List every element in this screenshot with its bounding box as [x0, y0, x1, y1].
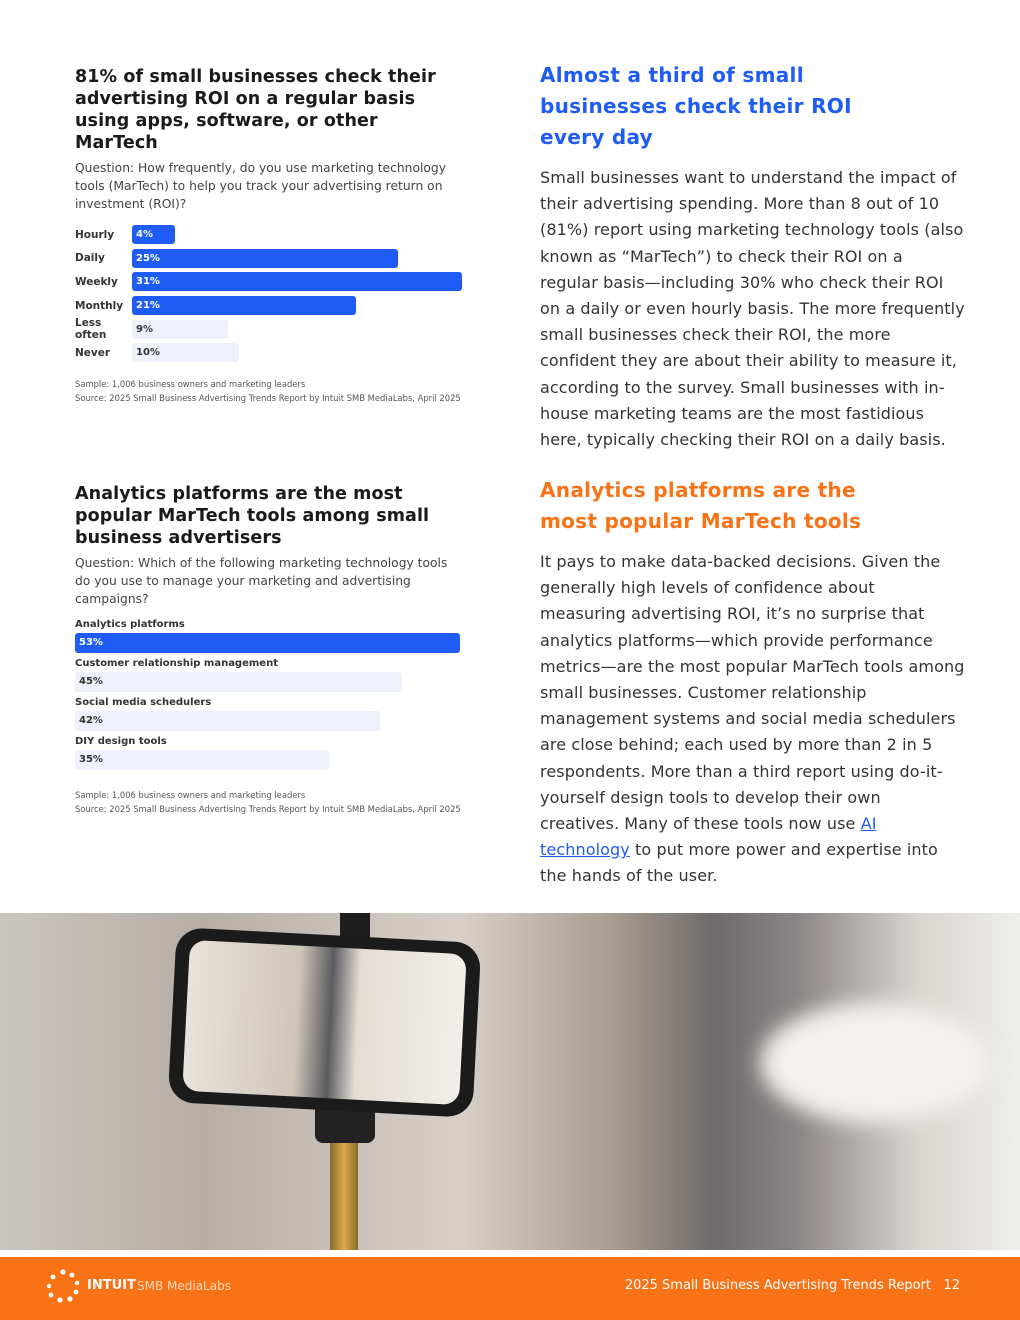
bar-row: Daily 25%: [75, 247, 465, 271]
bar: 31%: [132, 272, 463, 292]
chart-roi-frequency: 81% of small businesses check their adve…: [75, 66, 465, 405]
bar-category-label: Weekly: [75, 275, 118, 288]
bar: 35%: [75, 750, 330, 770]
bar-category-label: Customer relationship management: [75, 658, 278, 669]
section-heading: Analytics platforms are the most popular…: [540, 478, 862, 533]
body-text: to put more power and expertise into the…: [540, 840, 938, 886]
chart-source: Source: 2025 Small Business Advertising …: [75, 804, 461, 814]
bar-category-label: Daily: [75, 252, 105, 265]
bar: 4%: [132, 225, 175, 245]
bar-row: Hourly 4%: [75, 223, 465, 247]
bar-category-label: Less often: [75, 317, 107, 342]
chart-question: Question: How frequently, do you use mar…: [75, 161, 447, 211]
chart-martech-tools: Analytics platforms are the most popular…: [75, 483, 465, 816]
section-body: Small businesses want to understand the …: [540, 168, 965, 450]
body-text: It pays to make data-backed decisions. G…: [540, 552, 965, 834]
bar: 10%: [132, 343, 239, 363]
bar-row: Monthly 21%: [75, 294, 465, 318]
section-heading: Almost a third of small businesses check…: [540, 63, 852, 149]
bar: 53%: [75, 633, 461, 653]
bar-category-label: Analytics platforms: [75, 619, 185, 630]
bar-category-label: Social media schedulers: [75, 697, 212, 708]
bar-row: Social media schedulers 42%: [75, 694, 465, 731]
chart-question: Question: Which of the following marketi…: [75, 556, 448, 606]
bar-category-label: Never: [75, 346, 111, 359]
bar-list: Hourly 4% Daily 25% Weekly 31% Monthly 21% Less …: [75, 223, 465, 365]
intuit-logo-icon: [46, 1269, 80, 1303]
bar: 45%: [75, 672, 403, 692]
bar-category-label: Monthly: [75, 299, 124, 312]
section-body: It pays to make data-backed decisions. G…: [540, 549, 965, 890]
bar-row: Customer relationship management 45%: [75, 655, 465, 692]
page-footer: INTUIT SMB MediaLabs 2025 Small Business…: [0, 1257, 1020, 1320]
brand-name: INTUIT: [87, 1278, 136, 1293]
section-martech: Analytics platforms are the most popular…: [540, 475, 965, 890]
bar-row: Never 10%: [75, 341, 465, 365]
section-roi: Almost a third of small businesses check…: [540, 60, 965, 453]
bar-row: DIY design tools 35%: [75, 733, 465, 770]
chart-sample: Sample: 1,006 business owners and market…: [75, 790, 306, 800]
bar-row: Analytics platforms 53%: [75, 616, 465, 653]
bar: 9%: [132, 319, 228, 339]
phone-recording-photo: [0, 913, 1020, 1250]
bar-category-label: Hourly: [75, 228, 115, 241]
bar-row: Weekly 31%: [75, 270, 465, 294]
bar: 21%: [132, 296, 356, 316]
ai-technology-link[interactable]: AI technology: [540, 814, 877, 860]
report-title: 2025 Small Business Advertising Trends R…: [624, 1278, 931, 1293]
bar-list: Analytics platforms 53% Customer relations…: [75, 616, 465, 770]
page-number: 12: [943, 1278, 960, 1293]
bar-row: Less often 9%: [75, 317, 465, 341]
bar: 42%: [75, 711, 381, 731]
bar-category-label: DIY design tools: [75, 736, 167, 747]
chart-source: Source: 2025 Small Business Advertising …: [75, 392, 461, 403]
chart-title: Analytics platforms are the most popular…: [75, 484, 430, 548]
brand-subtitle: SMB MediaLabs: [137, 1279, 231, 1293]
chart-title: 81% of small businesses check their adve…: [75, 67, 436, 153]
bar: 25%: [132, 248, 399, 268]
chart-sample: Sample: 1,006 business owners and market…: [75, 378, 306, 389]
